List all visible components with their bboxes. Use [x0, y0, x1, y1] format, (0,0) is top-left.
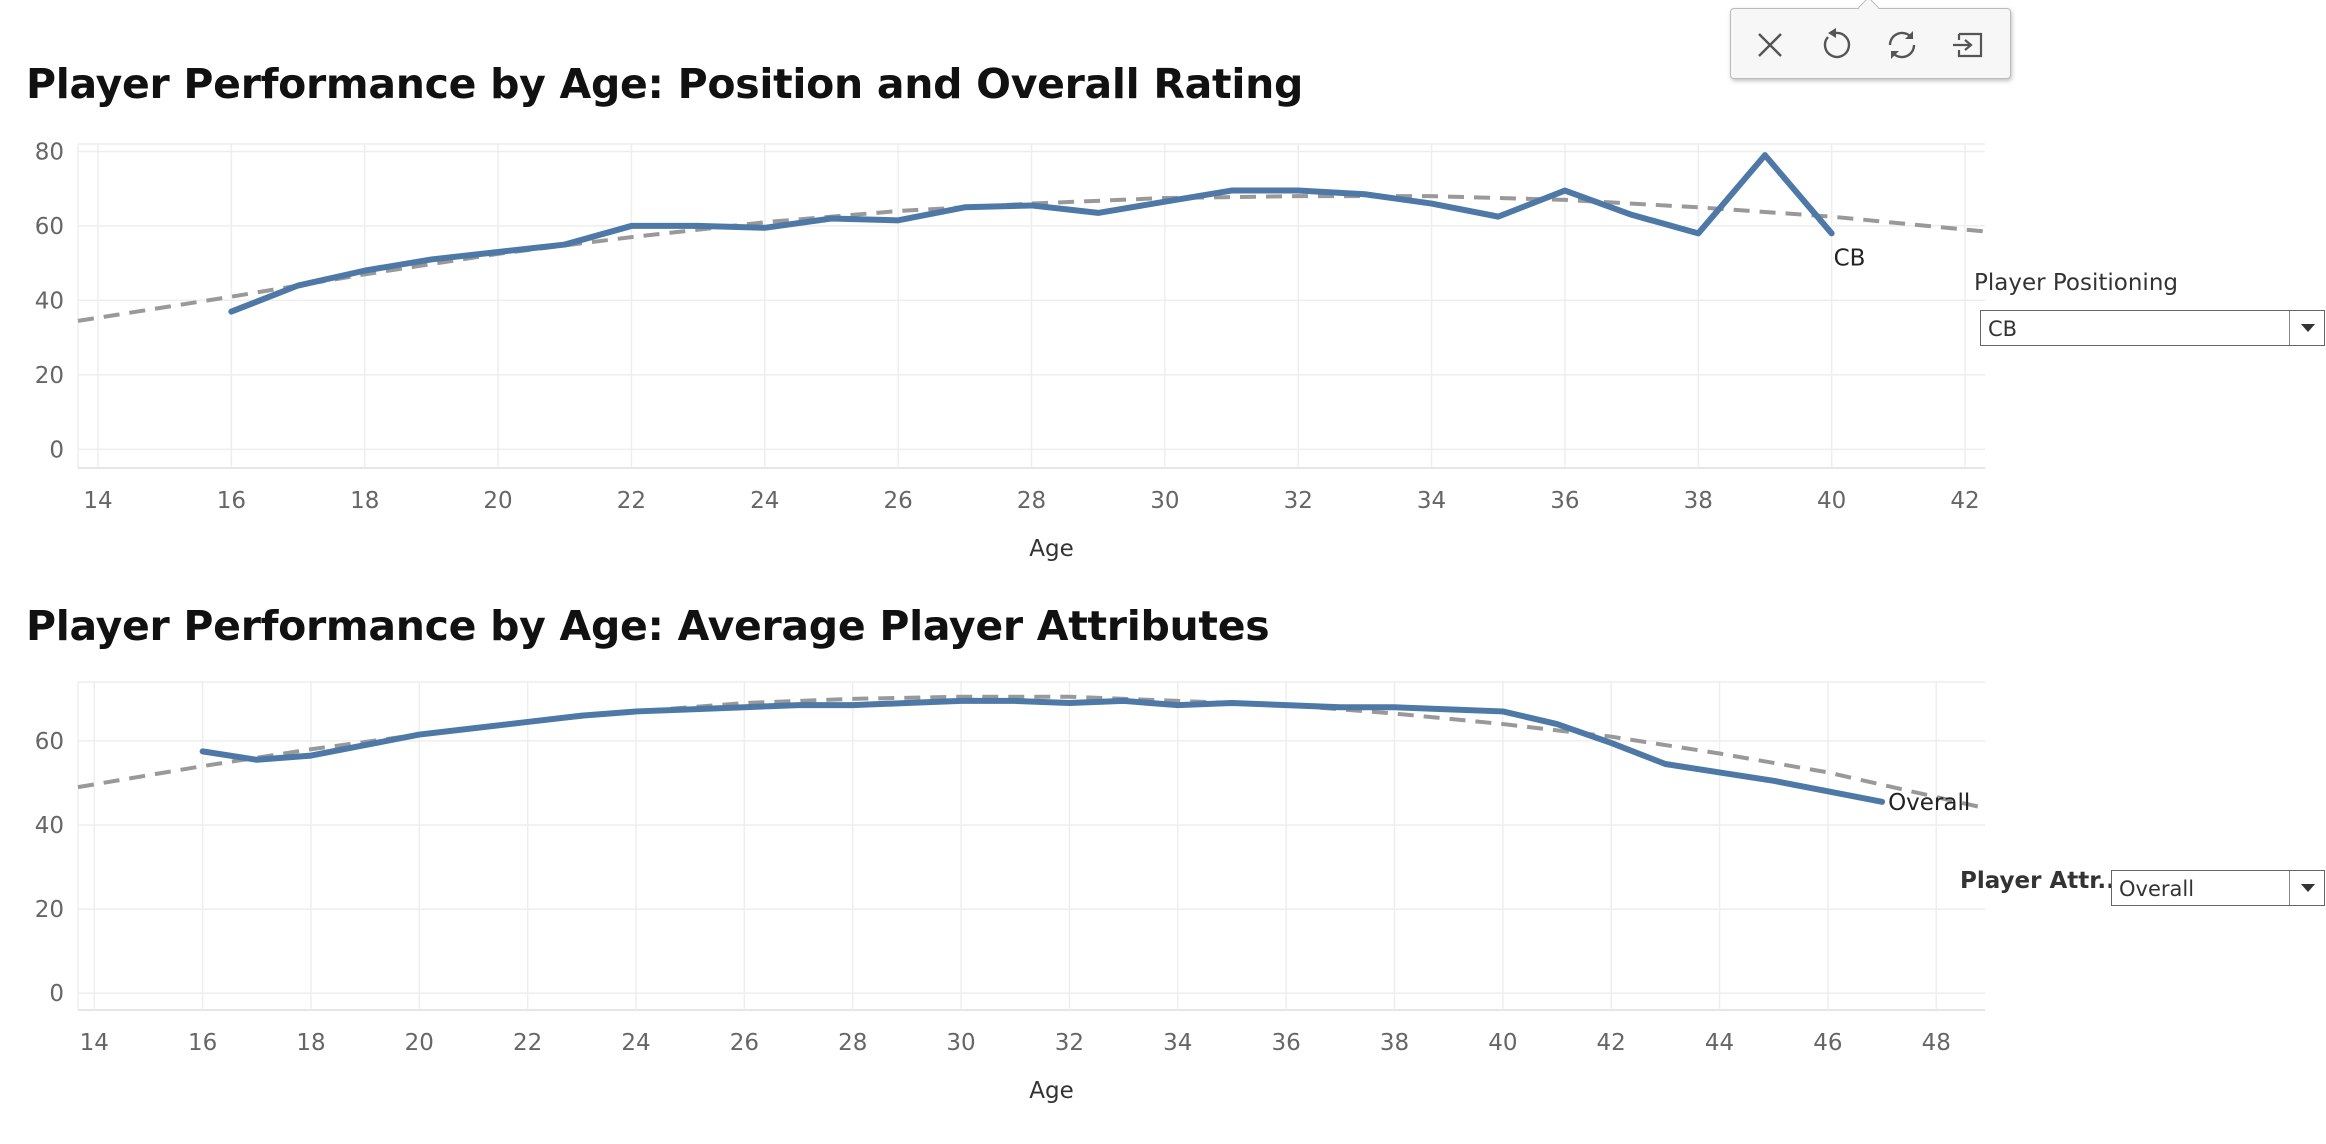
chevron-down-icon[interactable]: [2289, 871, 2324, 905]
y-tick-label: 40: [35, 813, 64, 839]
x-tick-label: 30: [1150, 488, 1179, 514]
series-line: [228, 152, 1835, 315]
x-tick-label: 30: [946, 1030, 975, 1056]
refresh-button[interactable]: [1883, 26, 1921, 64]
x-tick-label: 26: [884, 488, 913, 514]
viz-toolbar: [1730, 8, 2011, 79]
chart-title-attributes: Player Performance by Age: Average Playe…: [26, 602, 1270, 650]
x-tick-label: 24: [621, 1030, 650, 1056]
x-tick-label: 26: [730, 1030, 759, 1056]
y-tick-label: 80: [35, 139, 64, 165]
undo-icon: [1823, 28, 1851, 59]
x-tick-label: 34: [1163, 1030, 1192, 1056]
x-tick-label: 28: [838, 1030, 867, 1056]
series-line: [199, 697, 1886, 805]
x-tick-label: 32: [1055, 1030, 1084, 1056]
series-end-label: CB: [1834, 245, 1866, 271]
x-tick-label: 14: [80, 1030, 109, 1056]
x-tick-label: 34: [1417, 488, 1446, 514]
x-tick-label: 22: [513, 1030, 542, 1056]
x-tick-label: 36: [1271, 1030, 1300, 1056]
y-tick-label: 0: [49, 981, 64, 1007]
x-tick-label: 40: [1488, 1030, 1517, 1056]
y-tick-label: 60: [35, 729, 64, 755]
chart-position-rating: 0 20 40 60 80 14 16 18 20 22 24 26 28 30 32 34 36 38 40 42 A…: [35, 139, 1986, 562]
positioning-dropdown-value: CB: [1988, 317, 2018, 341]
x-tick-label: 38: [1684, 488, 1713, 514]
undo-button[interactable]: [1817, 26, 1855, 64]
x-tick-label: 16: [217, 488, 246, 514]
x-tick-label: 20: [483, 488, 512, 514]
attribute-dropdown-value: Overall: [2119, 877, 2195, 901]
chevron-down-icon[interactable]: [2289, 311, 2324, 345]
positioning-dropdown[interactable]: CB: [1980, 310, 2325, 346]
x-tick-label: 20: [405, 1030, 434, 1056]
x-tick-label: 42: [1950, 488, 1979, 514]
exit-icon: [1953, 32, 1983, 58]
y-tick-label: 40: [35, 288, 64, 314]
x-tick-label: 18: [350, 488, 379, 514]
series-end-label: Overall: [1888, 790, 1970, 816]
exit-button[interactable]: [1949, 26, 1987, 64]
x-tick-label: 14: [83, 488, 112, 514]
close-button[interactable]: [1751, 26, 1789, 64]
y-tick-label: 20: [35, 363, 64, 389]
refresh-icon: [1888, 31, 1916, 59]
x-tick-label: 36: [1550, 488, 1579, 514]
attribute-dropdown[interactable]: Overall: [2111, 870, 2325, 906]
x-tick-label: 46: [1813, 1030, 1842, 1056]
close-icon: [1758, 33, 1782, 57]
x-tick-label: 38: [1380, 1030, 1409, 1056]
x-tick-label: 44: [1705, 1030, 1734, 1056]
x-tick-label: 16: [188, 1030, 217, 1056]
x-tick-label: 42: [1597, 1030, 1626, 1056]
x-tick-label: 40: [1817, 488, 1846, 514]
x-tick-label: 32: [1284, 488, 1313, 514]
x-tick-label: 48: [1922, 1030, 1951, 1056]
filter-positioning-label: Player Positioning: [1974, 270, 2179, 296]
chart-title-position: Player Performance by Age: Position and …: [26, 60, 1304, 108]
y-tick-label: 20: [35, 897, 64, 923]
x-tick-label: 24: [750, 488, 779, 514]
chart-average-attributes: 0 20 40 60 14 16 18 20 22 24 26 28 30 32 34 36 38 40 42 44 4…: [35, 681, 1986, 1104]
y-tick-label: 0: [49, 437, 64, 463]
x-axis-title: Age: [1029, 536, 1073, 562]
x-tick-label: 22: [617, 488, 646, 514]
x-tick-label: 28: [1017, 488, 1046, 514]
filter-attribute-label: Player Attr..: [1960, 868, 2115, 894]
x-axis-title: Age: [1029, 1078, 1073, 1104]
trend-line: [77, 694, 1986, 811]
x-tick-label: 18: [296, 1030, 325, 1056]
y-tick-label: 60: [35, 214, 64, 240]
